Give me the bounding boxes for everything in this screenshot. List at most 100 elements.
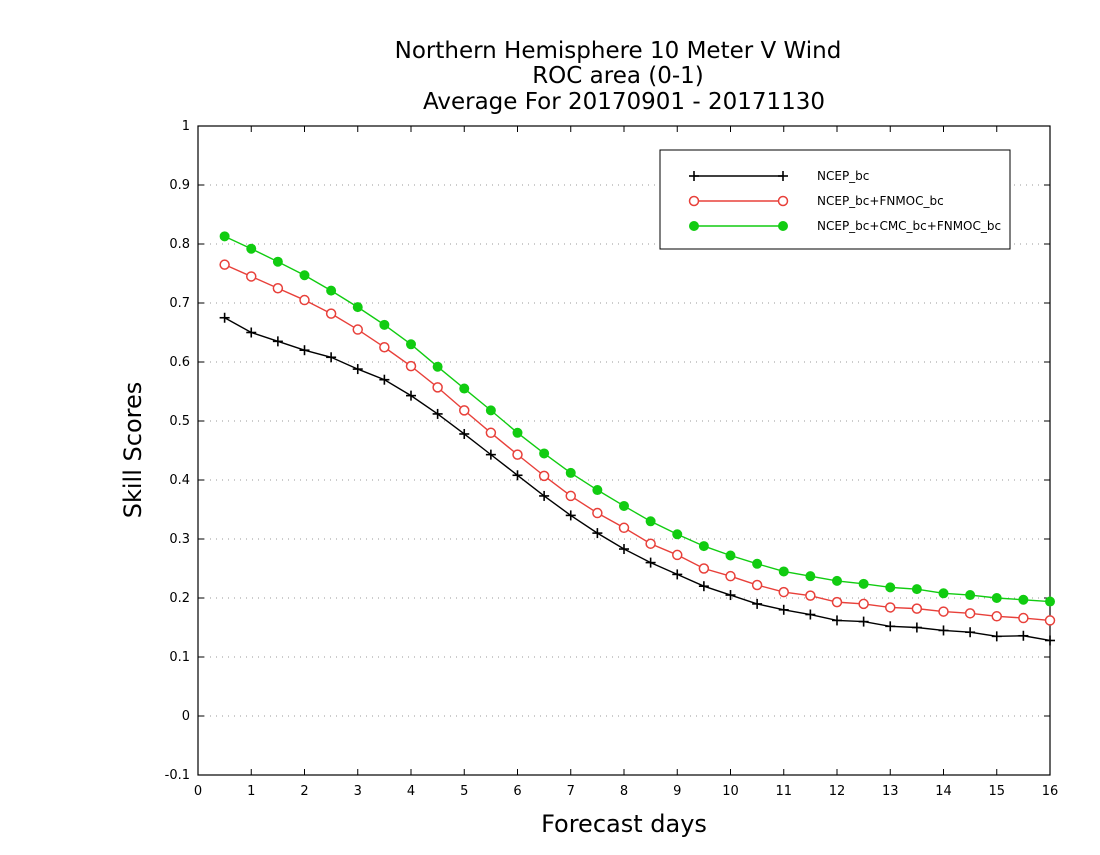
series-line [224,264,1051,622]
data-point [565,490,576,502]
data-point [592,485,603,496]
data-point [1018,630,1029,641]
data-point [246,271,257,282]
data-point [672,549,683,561]
data-point [698,563,710,574]
data-point [619,544,629,555]
x-tick-label: 0 [194,784,202,799]
data-point [991,593,1002,603]
data-point [858,616,869,627]
x-tick-label: 12 [829,784,846,799]
legend-label: NCEP_bc+FNMOC_bc [817,194,944,208]
data-point [565,467,576,478]
legend-marker [778,221,788,231]
data-point [512,449,523,460]
data-point [885,582,896,593]
data-point [539,448,550,459]
data-point [459,428,470,439]
data-point [938,625,949,636]
data-point [432,408,443,419]
legend-box [659,149,1011,250]
data-point [272,256,283,267]
legend-entry-1: NCEP_bc [689,169,869,183]
data-point [539,490,550,501]
legend-label: NCEP_bc [817,169,869,183]
data-point [778,586,789,598]
data-point [778,566,789,577]
data-point [459,405,470,416]
data-point [485,405,496,416]
data-point [512,470,523,481]
legend-marker [777,195,789,207]
data-point [911,603,923,614]
data-point [698,581,709,592]
data-point [379,374,390,385]
data-point [219,259,230,270]
x-tick-label: 1 [247,784,255,799]
y-tick-label: 0.4 [169,473,190,488]
data-point [725,570,736,582]
data-point [858,598,869,610]
legend-marker [689,171,699,181]
data-point [805,590,816,601]
series-line [224,235,1051,603]
data-point [219,312,230,323]
data-point [965,590,976,601]
y-tick-label: 0.8 [169,237,190,252]
chart-title-line-2: ROC area (0-1) [532,63,704,89]
data-point [645,557,656,568]
series-1 [219,312,1055,646]
data-point [832,575,842,586]
y-tick-label: 0.3 [169,532,190,547]
x-tick-label: 15 [988,784,1005,799]
x-tick-label: 6 [513,784,521,799]
data-point [672,569,683,580]
data-point [246,327,257,338]
data-point [964,608,976,619]
x-tick-label: 10 [722,784,739,799]
data-point [752,598,763,609]
data-point [459,383,470,394]
data-point [299,294,310,306]
data-point [991,611,1002,622]
x-tick-label: 13 [882,784,899,799]
y-tick-label: 0.6 [169,355,190,370]
x-tick-label: 8 [620,784,628,799]
data-point [1045,635,1055,646]
data-point [725,590,736,601]
axis-ticks: -0.100.10.20.30.40.50.60.70.80.910 1 2 3 4 5 6… [165,119,1059,799]
data-point [938,606,949,617]
data-point [805,609,816,620]
legend-marker [689,221,699,231]
data-point [272,283,284,294]
data-point [1018,594,1029,605]
data-point [911,622,922,633]
data-point [299,270,310,281]
data-point [352,302,363,313]
data-point [432,382,443,393]
data-point [352,364,363,375]
data-point [485,427,497,439]
data-point [326,352,337,363]
data-point [672,529,683,540]
legend-marker [688,195,700,207]
data-point [406,390,416,401]
x-tick-label: 2 [300,784,308,799]
data-point [1018,612,1029,624]
data-point [592,528,603,539]
chart-title: Northern Hemisphere 10 Meter V Wind ROC … [395,38,842,115]
data-point [272,336,283,347]
data-point [326,285,337,296]
data-point [352,324,363,335]
y-tick-label: 0.1 [169,650,190,665]
data-point [405,360,417,372]
data-point [379,342,390,353]
grid-lines [198,184,1050,717]
data-point [938,588,949,599]
data-point [618,522,630,534]
data-point [885,621,896,632]
data-point [698,541,709,552]
data-point [1045,596,1055,607]
